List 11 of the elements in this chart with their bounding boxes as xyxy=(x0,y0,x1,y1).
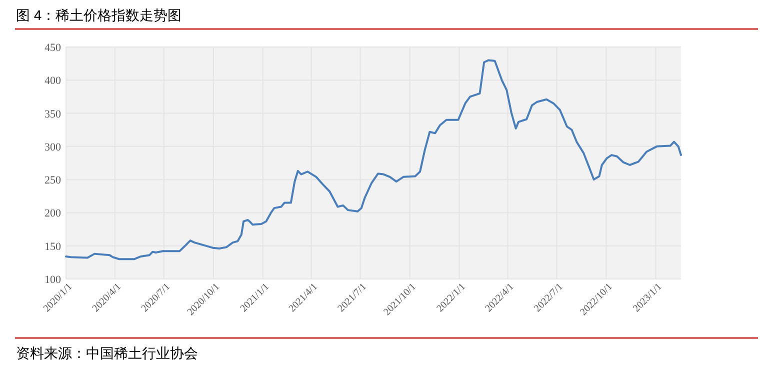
y-tick-label: 150 xyxy=(44,240,62,253)
y-tick-label: 300 xyxy=(44,141,62,154)
y-tick-label: 200 xyxy=(44,208,62,220)
y-tick-label: 100 xyxy=(44,274,62,286)
chart-title: 图 4：稀土价格指数走势图 xyxy=(16,7,182,23)
y-tick-label: 450 xyxy=(44,42,62,54)
y-tick-label: 400 xyxy=(44,75,62,88)
y-tick-label: 250 xyxy=(44,174,62,187)
text: 资料来源：中国稀土行业协会 xyxy=(16,345,198,361)
line-series xyxy=(65,59,682,260)
y-tick-label: 350 xyxy=(44,108,62,120)
